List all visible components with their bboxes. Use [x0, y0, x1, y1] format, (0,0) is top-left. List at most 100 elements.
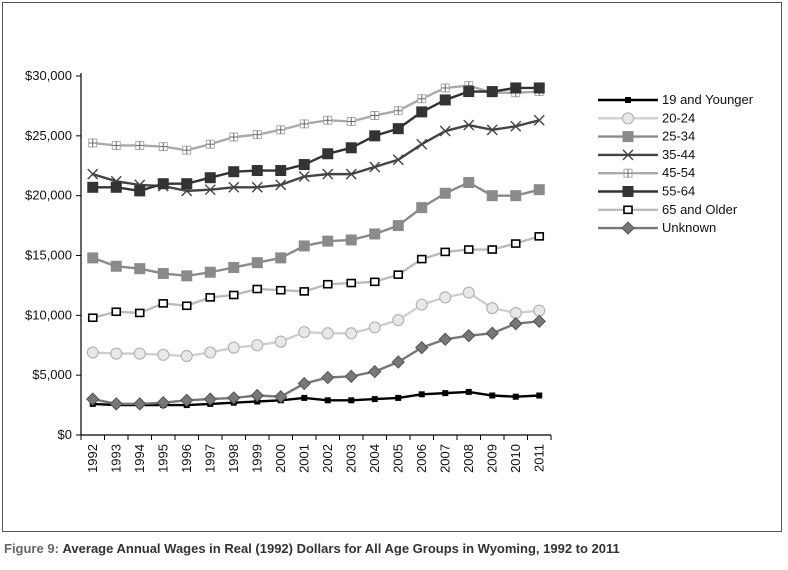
x-tick-label: 1994	[132, 444, 147, 473]
legend-item: 65 and Older	[598, 202, 738, 217]
data-point	[87, 181, 99, 193]
legend-item: 35-44	[598, 147, 695, 162]
data-point	[251, 165, 263, 177]
data-point	[369, 161, 381, 173]
y-tick-label: $10,000	[25, 307, 72, 322]
data-point	[228, 290, 239, 300]
data-point	[463, 245, 474, 254]
data-point	[322, 168, 334, 180]
data-point	[110, 260, 122, 272]
data-point	[157, 348, 170, 361]
x-tick-label: 2003	[343, 444, 358, 473]
data-point-stroke	[204, 184, 216, 196]
data-point	[180, 349, 193, 363]
legend-marker	[621, 112, 635, 125]
data-point	[203, 392, 217, 406]
data-point	[417, 94, 427, 104]
data-point	[182, 145, 192, 155]
data-point	[415, 298, 428, 311]
data-point	[438, 332, 452, 346]
legend-label: 19 and Younger	[662, 92, 754, 107]
data-point	[440, 247, 451, 257]
data-point	[86, 392, 100, 406]
y-tick-label: $20,000	[25, 188, 72, 203]
data-point	[134, 308, 145, 318]
data-point	[534, 232, 545, 241]
data-point	[393, 106, 403, 116]
x-tick-label: 1993	[108, 444, 123, 473]
data-point	[489, 392, 496, 399]
data-point	[415, 340, 429, 355]
series-7	[86, 314, 546, 411]
data-point	[135, 140, 145, 150]
data-point	[274, 335, 287, 348]
data-point	[181, 301, 192, 311]
data-point	[391, 355, 405, 369]
data-point	[532, 314, 546, 329]
data-point	[509, 306, 522, 320]
data-point	[369, 228, 381, 240]
data-point	[157, 267, 169, 279]
series-line	[92, 181, 540, 278]
x-tick-label: 1997	[202, 444, 217, 473]
data-point	[371, 396, 378, 403]
x-tick-label: 2005	[390, 444, 405, 473]
data-point	[439, 94, 451, 106]
data-point	[509, 317, 523, 331]
data-point	[298, 171, 310, 183]
data-point	[439, 187, 451, 199]
data-point	[512, 393, 519, 400]
legend-label: 65 and Older	[662, 202, 738, 217]
data-point	[462, 286, 475, 299]
data-point	[395, 394, 402, 401]
data-point	[252, 284, 263, 294]
series-0	[89, 388, 543, 409]
data-point-stroke	[486, 124, 498, 136]
data-point	[536, 392, 543, 399]
data-point	[251, 339, 264, 352]
series-3	[87, 114, 545, 197]
data-point	[416, 254, 427, 264]
figure-caption: Figure 9: Average Annual Wages in Real (…	[4, 541, 620, 556]
x-tick-label: 1996	[179, 444, 194, 473]
data-point-stroke	[87, 168, 99, 180]
data-point	[111, 140, 121, 150]
legend-marker	[621, 221, 635, 235]
data-point	[322, 148, 334, 160]
legend-item: 25-34	[598, 129, 695, 144]
data-point	[416, 106, 428, 118]
data-point-stroke	[533, 114, 545, 126]
data-point	[227, 391, 241, 405]
legend-label: 25-34	[662, 129, 695, 144]
data-point	[416, 138, 428, 150]
data-point	[298, 240, 310, 252]
data-point	[158, 142, 168, 152]
legend-label: 45-54	[662, 165, 695, 180]
data-point	[392, 220, 404, 232]
line-chart: $0 $5,000 $10,000 $15,000 $20,000 $25,000 $30,…	[25, 68, 754, 473]
x-tick-label: 1998	[226, 444, 241, 473]
data-point	[416, 202, 428, 214]
data-point	[181, 178, 193, 190]
x-tick-label: 2007	[437, 444, 452, 473]
data-point	[368, 364, 382, 379]
series-6	[87, 232, 545, 323]
data-point	[181, 270, 193, 282]
series-5	[87, 82, 545, 197]
data-point	[486, 190, 498, 202]
data-point	[204, 172, 216, 184]
data-point-stroke	[392, 154, 404, 166]
legend-label: Unknown	[662, 220, 716, 235]
legend-label: 35-44	[662, 147, 695, 162]
legend-item: 20-24	[598, 110, 695, 125]
data-point	[322, 279, 333, 289]
data-point	[275, 252, 287, 264]
data-point	[346, 278, 357, 288]
data-point	[321, 327, 334, 340]
legend-marker	[622, 149, 634, 161]
data-point	[392, 123, 404, 135]
data-point	[110, 181, 122, 193]
data-point	[486, 124, 498, 136]
data-point	[370, 110, 380, 120]
data-point	[110, 347, 123, 360]
